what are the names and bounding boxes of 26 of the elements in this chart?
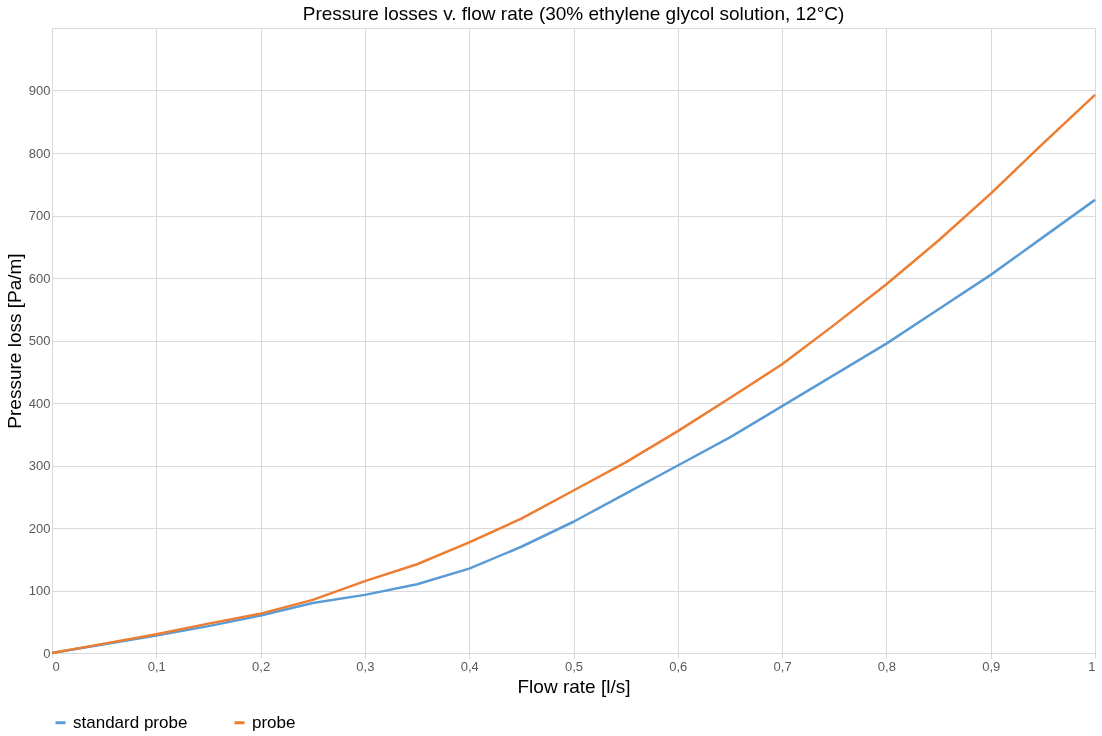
- y-tick-label: 300: [28, 458, 51, 473]
- y-tick-label: 900: [28, 83, 51, 98]
- x-tick-label: 0,2: [252, 658, 271, 674]
- y-tick-label: 500: [28, 333, 51, 348]
- y-tick-label: 400: [28, 395, 51, 411]
- x-tick-label: 0,8: [877, 658, 896, 674]
- y-axis-title: Pressure loss [Pa/m]: [3, 253, 25, 429]
- line-series: [50, 93, 1097, 655]
- x-tick-label: 0,1: [147, 658, 166, 674]
- legend-label: probe: [252, 712, 296, 732]
- x-axis-title: Flow rate [l/s]: [517, 675, 631, 697]
- x-tick-label: 0,9: [982, 658, 1001, 674]
- x-tick-label: 0,6: [669, 658, 688, 674]
- y-tick-label: 0: [43, 645, 51, 661]
- y-tick-label: 800: [28, 145, 51, 161]
- y-tick-label: 200: [28, 520, 51, 536]
- x-tick-label: 0,5: [564, 658, 584, 674]
- x-tick-label: 0,3: [356, 658, 375, 674]
- x-tick-label: 0,4: [460, 658, 479, 674]
- x-tick-label: 0,7: [773, 658, 792, 674]
- chart-title: Pressure losses v. flow rate (30% ethylene glycol solution, 12°C): [302, 3, 845, 24]
- y-tick-label: 600: [28, 270, 51, 286]
- legend-label: standard probe: [73, 712, 188, 732]
- x-tick-label: 1: [1088, 658, 1096, 674]
- y-tick-label: 700: [28, 208, 51, 223]
- y-tick-label: 100: [28, 583, 51, 598]
